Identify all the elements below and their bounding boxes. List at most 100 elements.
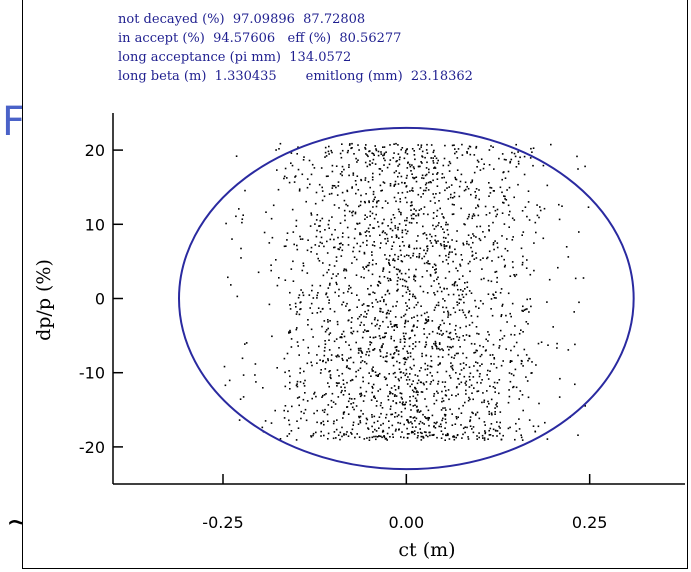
scatter-point: [439, 423, 442, 425]
scatter-point: [392, 305, 394, 308]
scatter-point: [373, 415, 376, 418]
scatter-point: [235, 155, 238, 157]
scatter-point: [368, 354, 370, 357]
scatter-point: [403, 436, 405, 439]
scatter-point: [452, 345, 454, 348]
scatter-point: [416, 320, 419, 322]
scatter-point: [330, 277, 333, 280]
x-tick-label: 0.25: [572, 513, 608, 532]
scatter-point: [437, 392, 439, 394]
scatter-point: [345, 305, 347, 307]
scatter-point: [578, 231, 580, 233]
scatter-point: [400, 175, 403, 178]
scatter-point: [323, 411, 326, 413]
scatter-point: [399, 269, 401, 272]
scatter-point: [303, 370, 305, 373]
scatter-point: [494, 411, 496, 413]
scatter-point: [424, 156, 426, 159]
scatter-point: [442, 332, 444, 335]
scatter-point: [330, 192, 333, 195]
scatter-point: [503, 266, 506, 268]
scatter-point: [335, 382, 338, 384]
scatter-point: [379, 168, 382, 170]
scatter-point: [279, 438, 282, 440]
scatter-point: [472, 431, 475, 434]
scatter-point: [366, 264, 369, 267]
scatter-point: [455, 386, 458, 389]
scatter-point: [537, 425, 540, 428]
scatter-point: [385, 316, 388, 319]
scatter-point: [410, 416, 412, 418]
scatter-point: [379, 435, 382, 438]
scatter-point: [404, 358, 406, 360]
scatter-point: [507, 427, 510, 430]
scatter-point: [382, 422, 384, 425]
scatter-point: [490, 298, 493, 300]
scatter-point: [379, 310, 382, 313]
scatter-point: [423, 383, 425, 386]
scatter-point: [361, 351, 363, 353]
scatter-point: [347, 413, 350, 415]
scatter-point: [299, 381, 302, 383]
scatter-point: [467, 234, 470, 236]
scatter-point: [449, 408, 451, 411]
scatter-point: [433, 425, 435, 428]
scatter-point: [425, 381, 428, 383]
scatter-point: [414, 404, 416, 406]
scatter-point: [424, 416, 426, 418]
scatter-point: [406, 217, 408, 219]
scatter-point: [350, 403, 352, 405]
scatter-point: [499, 421, 501, 424]
scatter-point: [368, 439, 371, 441]
scatter-point: [348, 166, 350, 168]
scatter-point: [288, 419, 290, 422]
scatter-point: [316, 229, 318, 232]
scatter-point: [478, 436, 480, 439]
scatter-point: [496, 421, 498, 423]
scatter-point: [336, 369, 339, 371]
scatter-point: [501, 305, 503, 307]
scatter-point: [457, 148, 460, 150]
scatter-point: [550, 143, 552, 146]
scatter-point: [437, 301, 440, 304]
scatter-point: [405, 291, 408, 294]
scatter-point: [443, 247, 446, 250]
scatter-point: [341, 333, 343, 335]
scatter-point: [322, 360, 324, 363]
scatter-point: [511, 239, 514, 241]
scatter-point: [328, 153, 330, 155]
scatter-point: [397, 144, 399, 146]
scatter-point: [448, 160, 451, 163]
scatter-point: [523, 348, 526, 351]
scatter-point: [443, 176, 445, 179]
scatter-point: [437, 276, 439, 279]
scatter-point: [501, 153, 504, 155]
scatter-point: [379, 350, 382, 353]
scatter-point: [372, 349, 375, 351]
scatter-point: [343, 335, 346, 338]
scatter-point: [430, 365, 433, 368]
scatter-point: [397, 353, 400, 356]
scatter-point: [409, 385, 411, 388]
scatter-point: [475, 257, 478, 259]
scatter-point: [542, 237, 545, 240]
scatter-point: [442, 417, 444, 420]
scatter-point: [372, 383, 375, 386]
scatter-point: [422, 225, 424, 228]
scatter-point: [373, 421, 376, 424]
scatter-point: [494, 429, 497, 432]
scatter-point: [443, 244, 445, 246]
scatter-point: [465, 384, 467, 386]
scatter-point: [539, 209, 542, 212]
scatter-point: [399, 198, 401, 200]
scatter-point: [408, 378, 411, 381]
scatter-point: [424, 322, 426, 325]
scatter-point: [534, 221, 537, 224]
scatter-point: [408, 276, 410, 279]
scatter-point: [485, 214, 488, 216]
scatter-point: [453, 438, 456, 441]
scatter-point: [442, 400, 445, 402]
scatter-point: [445, 306, 448, 309]
scatter-point: [393, 353, 395, 355]
scatter-point: [402, 332, 405, 335]
